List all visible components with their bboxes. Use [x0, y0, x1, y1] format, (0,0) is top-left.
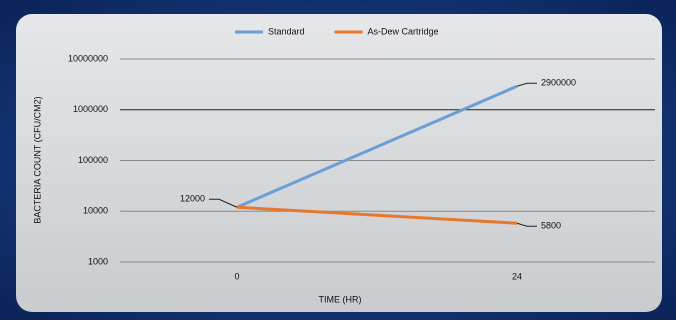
y-axis-title: BACTERIA COUNT (CFU/CM2) — [32, 96, 42, 223]
x-tick-label: 0 — [234, 271, 239, 281]
series-line — [236, 84, 518, 209]
legend-label: As-Dew Cartridge — [368, 26, 439, 36]
x-axis-title: TIME (HR) — [319, 294, 362, 304]
label-leader — [516, 82, 537, 87]
y-tick-label: 1000 — [88, 256, 108, 266]
label-leader — [209, 198, 238, 208]
x-tick-label: 24 — [512, 271, 522, 281]
y-tick-label: 100000 — [78, 155, 108, 165]
legend-label: Standard — [268, 26, 305, 36]
data-label: 2900000 — [541, 78, 576, 88]
y-tick-label: 1000000 — [73, 104, 108, 114]
series-line — [236, 205, 518, 225]
label-leader — [516, 222, 537, 227]
y-tick-label: 10000000 — [68, 53, 108, 63]
data-label: 12000 — [180, 194, 205, 204]
data-label: 5800 — [541, 221, 561, 231]
y-tick-label: 10000 — [83, 206, 108, 216]
